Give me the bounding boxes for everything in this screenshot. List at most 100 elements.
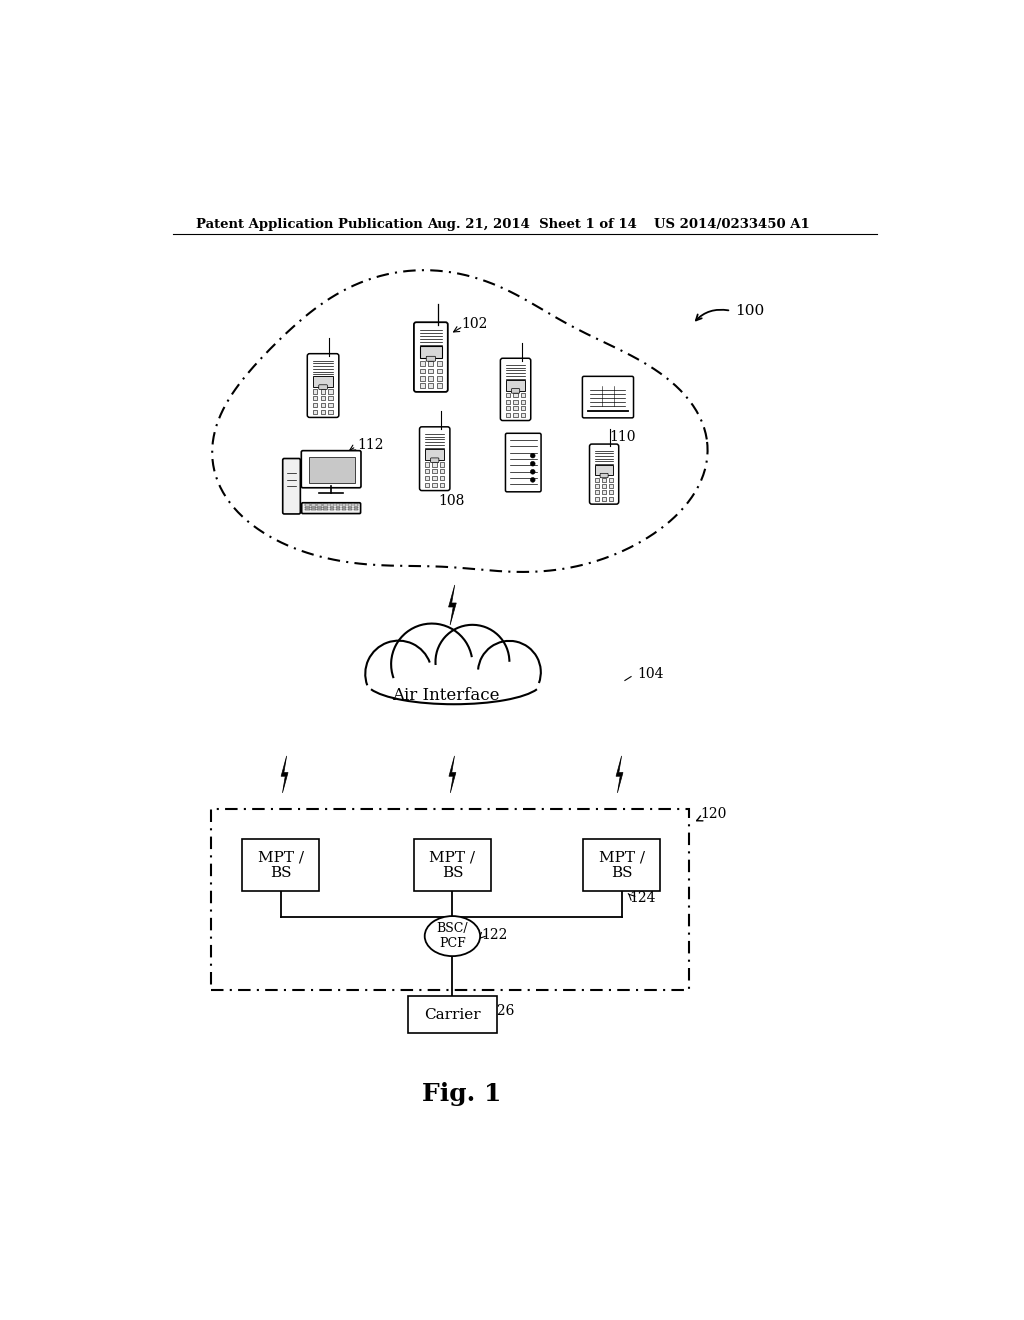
Bar	[324, 504, 328, 506]
Bar	[321, 396, 326, 400]
Bar	[311, 507, 315, 508]
FancyBboxPatch shape	[430, 458, 439, 462]
Bar	[420, 384, 425, 388]
Bar	[308, 457, 355, 483]
Bar	[513, 407, 517, 411]
Bar	[425, 462, 429, 467]
Bar	[425, 483, 429, 487]
Bar	[432, 462, 437, 467]
Bar	[439, 462, 444, 467]
Bar	[317, 507, 322, 508]
Bar	[329, 396, 333, 400]
FancyBboxPatch shape	[420, 426, 450, 491]
Bar	[439, 483, 444, 487]
FancyBboxPatch shape	[583, 376, 634, 418]
Bar	[420, 368, 425, 374]
FancyBboxPatch shape	[307, 354, 339, 417]
Bar	[312, 403, 317, 407]
Text: MPT /
BS: MPT / BS	[258, 850, 304, 880]
Bar	[609, 478, 613, 482]
Bar	[520, 413, 525, 417]
Bar	[330, 507, 334, 508]
FancyBboxPatch shape	[302, 503, 360, 513]
Text: 124: 124	[630, 891, 656, 904]
Text: Patent Application Publication: Patent Application Publication	[196, 218, 423, 231]
Circle shape	[530, 478, 536, 482]
Bar	[595, 484, 599, 488]
Bar	[506, 380, 525, 391]
Bar	[317, 504, 322, 506]
FancyBboxPatch shape	[506, 433, 541, 492]
Bar	[336, 507, 340, 508]
Text: 100: 100	[735, 304, 764, 318]
Circle shape	[530, 453, 536, 458]
Bar	[305, 507, 309, 508]
Bar	[330, 504, 334, 506]
FancyBboxPatch shape	[318, 385, 328, 389]
Bar	[312, 409, 317, 414]
Bar	[312, 396, 317, 400]
FancyBboxPatch shape	[501, 358, 530, 421]
Bar	[602, 484, 606, 488]
Bar	[609, 484, 613, 488]
Ellipse shape	[373, 648, 536, 709]
Text: 122: 122	[481, 928, 507, 941]
Text: US 2014/0233450 A1: US 2014/0233450 A1	[654, 218, 810, 231]
Polygon shape	[282, 756, 288, 793]
Bar	[353, 507, 358, 508]
Bar	[305, 510, 309, 511]
FancyBboxPatch shape	[283, 458, 300, 513]
Bar	[520, 393, 525, 397]
Bar	[595, 496, 599, 500]
Bar	[324, 510, 328, 511]
Bar	[321, 403, 326, 407]
Bar	[420, 346, 441, 359]
Polygon shape	[616, 756, 623, 793]
Ellipse shape	[425, 916, 480, 956]
Bar	[584, 840, 660, 891]
Text: 104: 104	[637, 668, 664, 681]
Text: 126: 126	[488, 1003, 515, 1018]
Text: 102: 102	[462, 317, 488, 331]
Text: Air Interface: Air Interface	[392, 688, 500, 705]
Circle shape	[530, 470, 536, 474]
Bar	[432, 483, 437, 487]
Bar	[602, 478, 606, 482]
Bar	[439, 469, 444, 474]
Bar	[432, 477, 437, 480]
FancyBboxPatch shape	[301, 450, 361, 488]
Polygon shape	[449, 585, 457, 626]
Bar	[428, 376, 433, 380]
Bar	[436, 384, 441, 388]
Bar	[348, 507, 352, 508]
Bar	[243, 840, 319, 891]
Bar	[313, 376, 333, 387]
Bar	[428, 368, 433, 374]
Bar	[436, 376, 441, 380]
Bar	[330, 510, 334, 511]
Polygon shape	[449, 756, 456, 793]
Bar	[317, 510, 322, 511]
Text: 110: 110	[609, 430, 636, 444]
Bar	[506, 400, 510, 404]
Bar	[428, 362, 433, 366]
Bar	[520, 407, 525, 411]
Bar	[211, 809, 689, 990]
Bar	[342, 504, 346, 506]
Bar	[513, 413, 517, 417]
FancyBboxPatch shape	[600, 474, 608, 478]
Text: 120: 120	[700, 808, 727, 821]
Bar	[520, 400, 525, 404]
Bar	[353, 504, 358, 506]
Bar	[425, 469, 429, 474]
Bar	[602, 496, 606, 500]
Bar	[595, 490, 599, 494]
Bar	[348, 510, 352, 511]
Bar	[436, 362, 441, 366]
Text: MPT /
BS: MPT / BS	[429, 850, 475, 880]
Bar	[513, 400, 517, 404]
Bar	[420, 376, 425, 380]
Text: BSC/
PCF: BSC/ PCF	[436, 923, 468, 950]
FancyBboxPatch shape	[414, 322, 447, 392]
FancyBboxPatch shape	[426, 356, 435, 362]
